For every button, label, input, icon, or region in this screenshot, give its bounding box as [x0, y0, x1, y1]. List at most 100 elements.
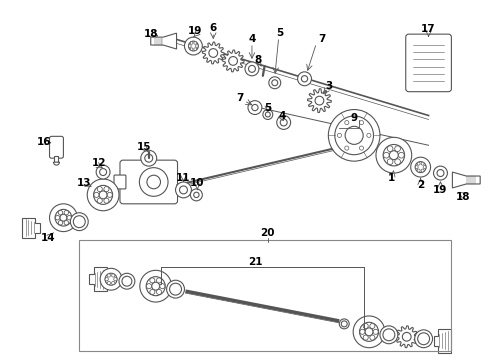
Circle shape — [184, 37, 202, 55]
Circle shape — [64, 221, 69, 225]
Circle shape — [99, 168, 107, 176]
Circle shape — [338, 133, 342, 138]
Circle shape — [96, 165, 110, 179]
Circle shape — [365, 328, 373, 336]
Circle shape — [363, 335, 368, 340]
Polygon shape — [222, 50, 244, 72]
Circle shape — [74, 216, 85, 228]
Polygon shape — [308, 89, 331, 113]
Circle shape — [100, 268, 122, 290]
Text: 5: 5 — [264, 103, 271, 113]
Circle shape — [229, 57, 238, 65]
Circle shape — [248, 100, 262, 114]
Circle shape — [150, 289, 155, 294]
Circle shape — [301, 76, 308, 82]
Circle shape — [99, 191, 107, 199]
Text: 9: 9 — [350, 113, 358, 123]
Circle shape — [139, 168, 168, 196]
Text: 14: 14 — [41, 233, 56, 243]
Circle shape — [64, 211, 69, 215]
Circle shape — [297, 72, 312, 86]
Circle shape — [140, 270, 171, 302]
Circle shape — [415, 162, 426, 172]
Circle shape — [104, 186, 109, 192]
Circle shape — [402, 332, 411, 341]
Circle shape — [107, 274, 111, 277]
Circle shape — [107, 282, 111, 285]
Circle shape — [152, 282, 160, 290]
Circle shape — [353, 316, 385, 348]
Circle shape — [345, 126, 363, 144]
FancyBboxPatch shape — [114, 175, 126, 189]
Circle shape — [167, 280, 184, 298]
Circle shape — [417, 169, 420, 172]
Circle shape — [367, 133, 371, 138]
Circle shape — [112, 282, 115, 285]
Text: 7: 7 — [236, 93, 244, 103]
Circle shape — [60, 214, 67, 221]
Circle shape — [146, 276, 165, 296]
Circle shape — [107, 192, 112, 197]
Circle shape — [335, 116, 373, 155]
Circle shape — [112, 274, 115, 277]
Circle shape — [160, 284, 165, 289]
Circle shape — [190, 48, 193, 50]
Circle shape — [194, 42, 196, 44]
Circle shape — [417, 333, 430, 345]
Circle shape — [55, 210, 72, 226]
Wedge shape — [53, 162, 59, 165]
Bar — [54, 156, 58, 162]
Circle shape — [189, 41, 198, 51]
Text: 3: 3 — [326, 81, 333, 91]
Polygon shape — [202, 42, 224, 64]
Circle shape — [395, 146, 400, 152]
Circle shape — [104, 198, 109, 203]
Circle shape — [363, 324, 368, 329]
Circle shape — [387, 159, 393, 165]
Circle shape — [437, 170, 444, 176]
Text: 13: 13 — [77, 178, 92, 188]
Polygon shape — [434, 329, 451, 353]
FancyBboxPatch shape — [120, 160, 177, 204]
Circle shape — [105, 278, 108, 281]
Circle shape — [390, 151, 398, 159]
Circle shape — [417, 162, 420, 165]
Circle shape — [94, 192, 99, 197]
Text: 20: 20 — [261, 228, 275, 238]
Circle shape — [114, 278, 117, 281]
Circle shape — [415, 166, 418, 168]
Circle shape — [175, 182, 192, 198]
Text: 2: 2 — [417, 180, 424, 190]
Circle shape — [360, 121, 364, 125]
Text: 19: 19 — [433, 185, 448, 195]
Circle shape — [194, 48, 196, 50]
Circle shape — [370, 335, 375, 340]
Circle shape — [147, 175, 161, 189]
Circle shape — [360, 322, 379, 341]
Circle shape — [411, 157, 431, 177]
Text: 18: 18 — [144, 29, 158, 39]
Circle shape — [339, 319, 349, 329]
Circle shape — [370, 324, 375, 329]
Text: 10: 10 — [190, 178, 205, 188]
Circle shape — [398, 152, 404, 158]
Text: 1: 1 — [388, 173, 395, 183]
Circle shape — [421, 162, 424, 165]
Polygon shape — [396, 326, 417, 348]
Circle shape — [97, 198, 102, 203]
Circle shape — [245, 62, 259, 76]
Circle shape — [58, 211, 63, 215]
Circle shape — [141, 150, 157, 166]
Text: 12: 12 — [92, 158, 106, 168]
Circle shape — [395, 159, 400, 165]
Circle shape — [119, 273, 135, 289]
Text: 4: 4 — [248, 34, 256, 44]
Circle shape — [189, 45, 191, 48]
Circle shape — [376, 137, 412, 173]
FancyBboxPatch shape — [406, 34, 451, 92]
Circle shape — [315, 96, 324, 105]
Circle shape — [190, 42, 193, 44]
Circle shape — [105, 273, 117, 285]
Polygon shape — [151, 33, 176, 49]
Circle shape — [71, 213, 88, 231]
